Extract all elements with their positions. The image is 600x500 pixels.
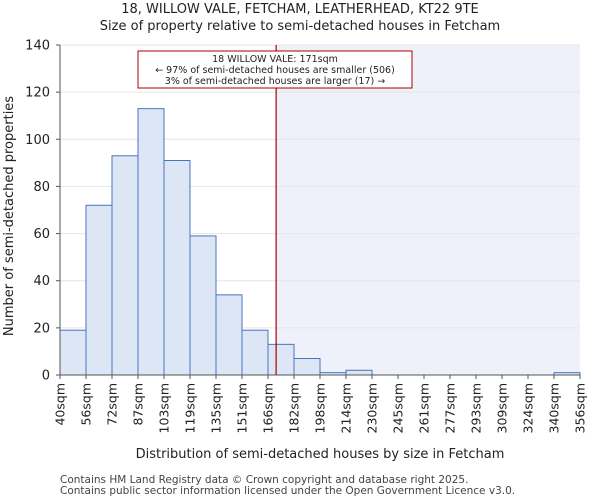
histogram-bar xyxy=(189,235,217,376)
x-tick-label: 87sqm xyxy=(131,383,146,426)
histogram-bar xyxy=(59,329,87,376)
y-tick-label: 100 xyxy=(25,133,50,148)
histogram-bar xyxy=(85,204,113,376)
x-tick-label: 182sqm xyxy=(287,383,302,433)
chart-subtitle: Size of property relative to semi-detach… xyxy=(99,19,501,34)
annotation-title: 18 WILLOW VALE: 171sqm xyxy=(212,54,338,65)
x-tick-label: 166sqm xyxy=(261,383,276,433)
x-tick-label: 309sqm xyxy=(495,383,510,433)
x-tick-label: 135sqm xyxy=(209,383,224,433)
footer-copyright: Contains HM Land Registry data © Crown c… xyxy=(60,474,469,486)
y-tick-label: 20 xyxy=(33,321,50,336)
histogram-bar xyxy=(241,329,269,376)
histogram-bar xyxy=(111,155,139,376)
x-tick-label: 356sqm xyxy=(573,383,588,433)
x-tick-label: 324sqm xyxy=(521,383,536,433)
annotation-larger: 3% of semi-detached houses are larger (1… xyxy=(165,76,385,87)
x-tick-label: 277sqm xyxy=(443,383,458,433)
chart-title: 18, WILLOW VALE, FETCHAM, LEATHERHEAD, K… xyxy=(121,2,479,17)
x-tick-label: 72sqm xyxy=(105,383,120,426)
y-tick-label: 80 xyxy=(33,180,50,195)
x-tick-label: 293sqm xyxy=(469,383,484,433)
x-tick-label: 198sqm xyxy=(313,383,328,433)
x-tick-label: 214sqm xyxy=(339,383,354,433)
histogram-bar xyxy=(345,369,373,376)
x-tick-label: 119sqm xyxy=(183,383,198,433)
histogram-bar xyxy=(267,343,295,376)
x-tick-label: 230sqm xyxy=(365,383,380,433)
y-axis-label: Number of semi-detached properties xyxy=(2,96,17,336)
y-tick-label: 0 xyxy=(42,369,50,384)
histogram-bar xyxy=(293,358,321,376)
x-tick-label: 261sqm xyxy=(417,383,432,433)
x-tick-label: 103sqm xyxy=(157,383,172,433)
x-tick-label: 151sqm xyxy=(235,383,250,433)
x-tick-label: 340sqm xyxy=(547,383,562,433)
x-tick-label: 56sqm xyxy=(79,383,94,426)
x-tick-label: 245sqm xyxy=(391,383,406,433)
histogram-bar xyxy=(163,160,191,376)
histogram-bar xyxy=(215,294,243,376)
histogram-bar xyxy=(137,108,165,376)
annotation-smaller: ← 97% of semi-detached houses are smalle… xyxy=(155,65,395,76)
x-axis-label: Distribution of semi-detached houses by … xyxy=(136,447,505,462)
y-tick-label: 60 xyxy=(33,227,50,242)
footer-licence: Contains public sector information licen… xyxy=(60,485,516,497)
larger-region-shade xyxy=(276,45,580,375)
x-tick-label: 40sqm xyxy=(53,383,68,426)
y-tick-label: 40 xyxy=(33,274,50,289)
y-tick-label: 140 xyxy=(25,39,50,54)
annotation-box xyxy=(137,50,413,89)
y-tick-label: 120 xyxy=(25,86,50,101)
